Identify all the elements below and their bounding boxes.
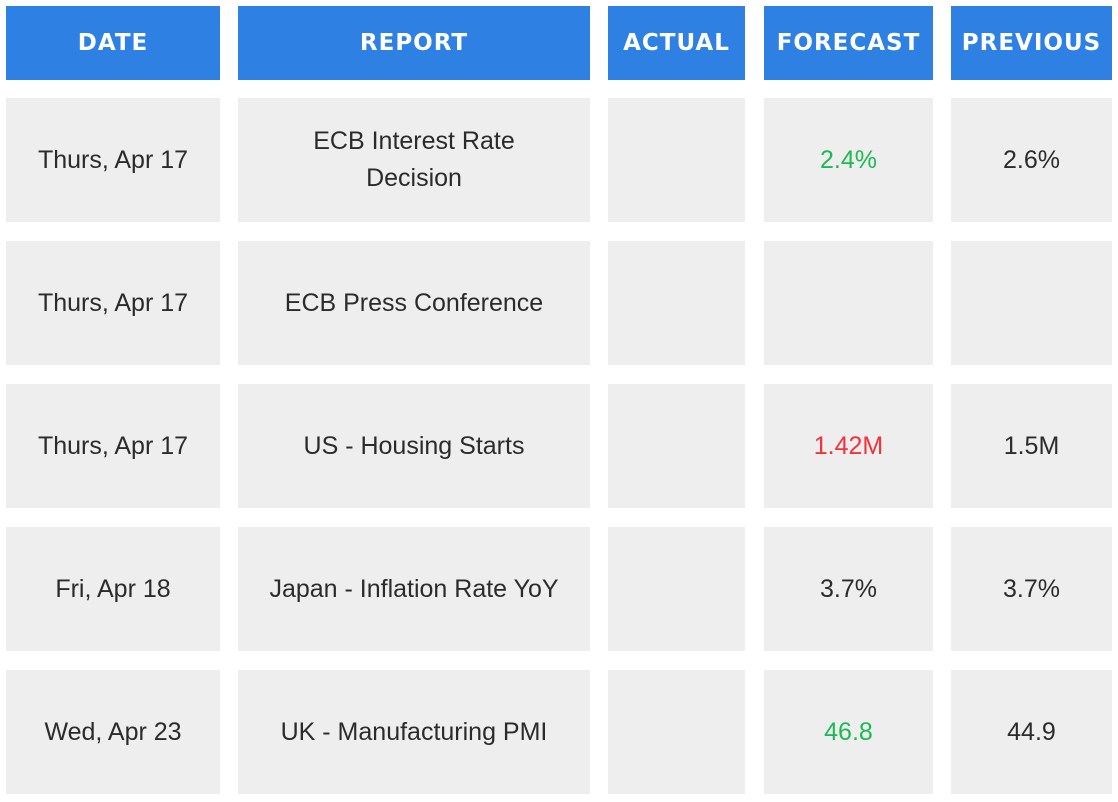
report-cell: Japan - Inflation Rate YoY — [238, 527, 590, 651]
forecast-text: 1.42M — [813, 431, 884, 460]
forecast-text: 3.7% — [820, 574, 877, 603]
header-text: ACTUAL — [623, 30, 730, 56]
date-cell: Wed, Apr 23 — [6, 670, 220, 794]
previous-cell — [951, 241, 1112, 365]
actual-cell — [608, 241, 745, 365]
header-text: FORECAST — [776, 30, 921, 56]
previous-cell: 3.7% — [951, 527, 1112, 651]
report-cell: ECB Interest Rate Decision — [238, 98, 590, 222]
header-text: PREVIOUS — [961, 30, 1102, 56]
report-cell: UK - Manufacturing PMI — [238, 670, 590, 794]
header-cell: PREVIOUS — [951, 6, 1112, 80]
previous-text: 2.6% — [1003, 145, 1060, 174]
forecast-cell — [764, 241, 933, 365]
report-text: ECB Press Conference — [284, 288, 544, 317]
actual-cell — [608, 527, 745, 651]
date-text: Wed, Apr 23 — [44, 717, 182, 746]
forecast-cell: 46.8 — [764, 670, 933, 794]
report-text: ECB Interest Rate Decision — [313, 127, 515, 192]
header-cell: FORECAST — [764, 6, 933, 80]
previous-cell: 2.6% — [951, 98, 1112, 222]
forecast-text: 46.8 — [824, 717, 873, 746]
forecast-cell: 1.42M — [764, 384, 933, 508]
actual-cell — [608, 98, 745, 222]
actual-cell — [608, 384, 745, 508]
header-cell: DATE — [6, 6, 220, 80]
report-cell: ECB Press Conference — [238, 241, 590, 365]
forecast-cell: 3.7% — [764, 527, 933, 651]
previous-cell: 1.5M — [951, 384, 1112, 508]
report-cell: US - Housing Starts — [238, 384, 590, 508]
forecast-text: 2.4% — [820, 145, 877, 174]
header-text: DATE — [77, 30, 149, 56]
previous-cell: 44.9 — [951, 670, 1112, 794]
header-text: REPORT — [359, 30, 469, 56]
date-text: Thurs, Apr 17 — [37, 145, 189, 174]
forecast-cell: 2.4% — [764, 98, 933, 222]
date-text: Fri, Apr 18 — [55, 574, 171, 603]
previous-text: 1.5M — [1003, 431, 1060, 460]
date-text: Thurs, Apr 17 — [37, 431, 189, 460]
report-text: UK - Manufacturing PMI — [280, 717, 548, 746]
date-cell: Thurs, Apr 17 — [6, 98, 220, 222]
header-cell: REPORT — [238, 6, 590, 80]
report-text: US - Housing Starts — [303, 431, 525, 460]
date-cell: Thurs, Apr 17 — [6, 384, 220, 508]
report-text: Japan - Inflation Rate YoY — [269, 574, 559, 603]
date-cell: Thurs, Apr 17 — [6, 241, 220, 365]
actual-cell — [608, 670, 745, 794]
previous-text: 3.7% — [1003, 574, 1060, 603]
previous-text: 44.9 — [1007, 717, 1056, 746]
date-text: Thurs, Apr 17 — [37, 288, 189, 317]
date-cell: Fri, Apr 18 — [6, 527, 220, 651]
header-cell: ACTUAL — [608, 6, 745, 80]
